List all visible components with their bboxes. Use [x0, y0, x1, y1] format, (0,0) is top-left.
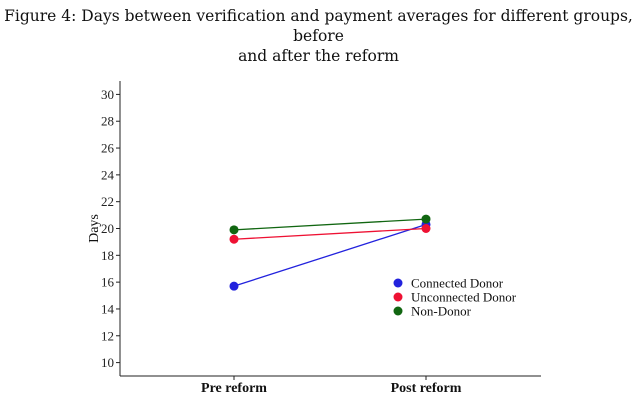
series-line: [233, 218, 427, 231]
legend-label: Connected Donor: [411, 276, 504, 291]
data-point: [421, 224, 431, 233]
figure-caption: Figure 4: Days between verification and …: [0, 6, 637, 66]
legend-marker: [393, 292, 403, 302]
x-category-label: Post reform: [391, 381, 462, 396]
y-tick-label: 20: [101, 221, 114, 236]
data-point: [229, 281, 239, 291]
y-tick-label: 18: [101, 248, 114, 263]
y-axis-label: Days: [87, 214, 102, 243]
y-tick-label: 30: [101, 87, 114, 102]
x-category-label: Pre reform: [201, 381, 267, 396]
series-line: [233, 223, 427, 287]
figure-caption-line-1: Figure 4: Days between verification and …: [4, 7, 633, 45]
legend-marker: [393, 306, 403, 316]
y-tick-label: 10: [101, 355, 114, 370]
y-tick-label: 16: [101, 275, 115, 290]
series-line: [233, 227, 427, 240]
data-point: [229, 234, 239, 244]
legend-label: Unconnected Donor: [411, 290, 517, 305]
y-tick-label: 12: [101, 328, 114, 343]
data-point: [229, 225, 239, 235]
y-tick-label: 26: [101, 141, 115, 156]
y-tick-label: 22: [101, 194, 114, 209]
y-tick-label: 14: [101, 301, 115, 316]
y-tick-label: 28: [101, 114, 114, 129]
legend-label: Non-Donor: [411, 304, 472, 319]
data-point: [421, 214, 431, 224]
y-tick-label: 24: [101, 167, 115, 182]
legend-marker: [393, 278, 403, 288]
figure-caption-line-2: and after the reform: [238, 47, 399, 65]
